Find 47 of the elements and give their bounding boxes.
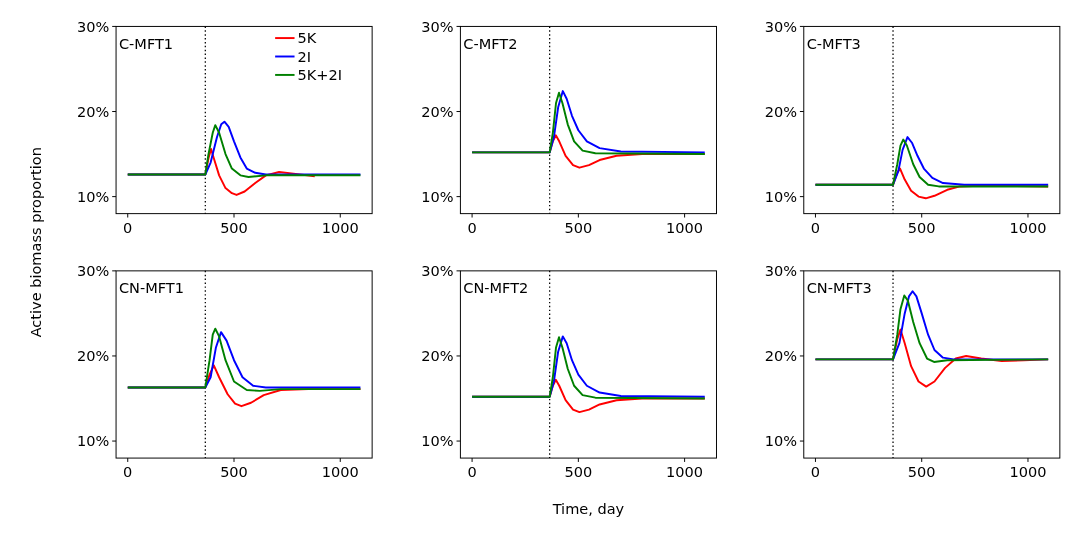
text: C-MFT3 xyxy=(806,35,861,52)
y-tick-label: 10% xyxy=(764,433,797,450)
y-tick-label: 30% xyxy=(764,262,797,279)
x-tick-label: 500 xyxy=(564,464,593,481)
x-tick-label: 1000 xyxy=(321,220,359,237)
x-tick-label: 500 xyxy=(220,220,248,237)
x-tick-label: 1000 xyxy=(666,220,704,237)
y-tick-label: 30% xyxy=(76,262,110,279)
x-tick-label: 1000 xyxy=(321,464,359,481)
legend-label: 2I xyxy=(297,48,311,65)
y-tick-label: 10% xyxy=(76,433,110,450)
x-tick-label: 500 xyxy=(907,220,936,237)
y-tick-label: 10% xyxy=(764,188,797,205)
y-tick-label: 30% xyxy=(764,18,797,35)
x-tick-label: 500 xyxy=(564,220,593,237)
y-tick-label: 20% xyxy=(421,348,454,365)
text: CN-MFT2 xyxy=(463,280,529,297)
y-tick-label: 10% xyxy=(421,433,454,450)
x-axis-title: Time, day xyxy=(551,501,625,518)
x-tick-label: 0 xyxy=(123,220,133,237)
text: C-MFT1 xyxy=(118,35,174,52)
y-tick-label: 20% xyxy=(76,103,110,120)
y-tick-label: 10% xyxy=(421,188,454,205)
y-tick-label: 20% xyxy=(76,348,110,365)
text: CN-MFT3 xyxy=(806,280,872,297)
x-tick-label: 0 xyxy=(123,464,133,481)
x-tick-label: 1000 xyxy=(1009,220,1047,237)
y-tick-label: 20% xyxy=(764,103,797,120)
text: C-MFT2 xyxy=(463,35,518,52)
y-tick-label: 20% xyxy=(764,348,797,365)
y-tick-label: 10% xyxy=(76,188,110,205)
legend-label: 5K+2I xyxy=(297,67,342,84)
x-tick-label: 0 xyxy=(810,464,821,481)
x-tick-label: 500 xyxy=(220,464,248,481)
x-tick-label: 0 xyxy=(467,220,477,237)
legend-label: 5K xyxy=(297,30,317,47)
x-tick-label: 1000 xyxy=(1009,464,1047,481)
y-tick-label: 30% xyxy=(76,18,110,35)
text: CN-MFT1 xyxy=(118,280,184,297)
x-tick-label: 0 xyxy=(810,220,821,237)
x-tick-label: 500 xyxy=(907,464,936,481)
y-tick-label: 20% xyxy=(421,103,454,120)
x-tick-label: 0 xyxy=(467,464,477,481)
y-tick-label: 30% xyxy=(421,262,454,279)
x-tick-label: 1000 xyxy=(666,464,704,481)
y-tick-label: 30% xyxy=(421,18,454,35)
y-axis-title: Active biomass proportion xyxy=(28,147,45,338)
